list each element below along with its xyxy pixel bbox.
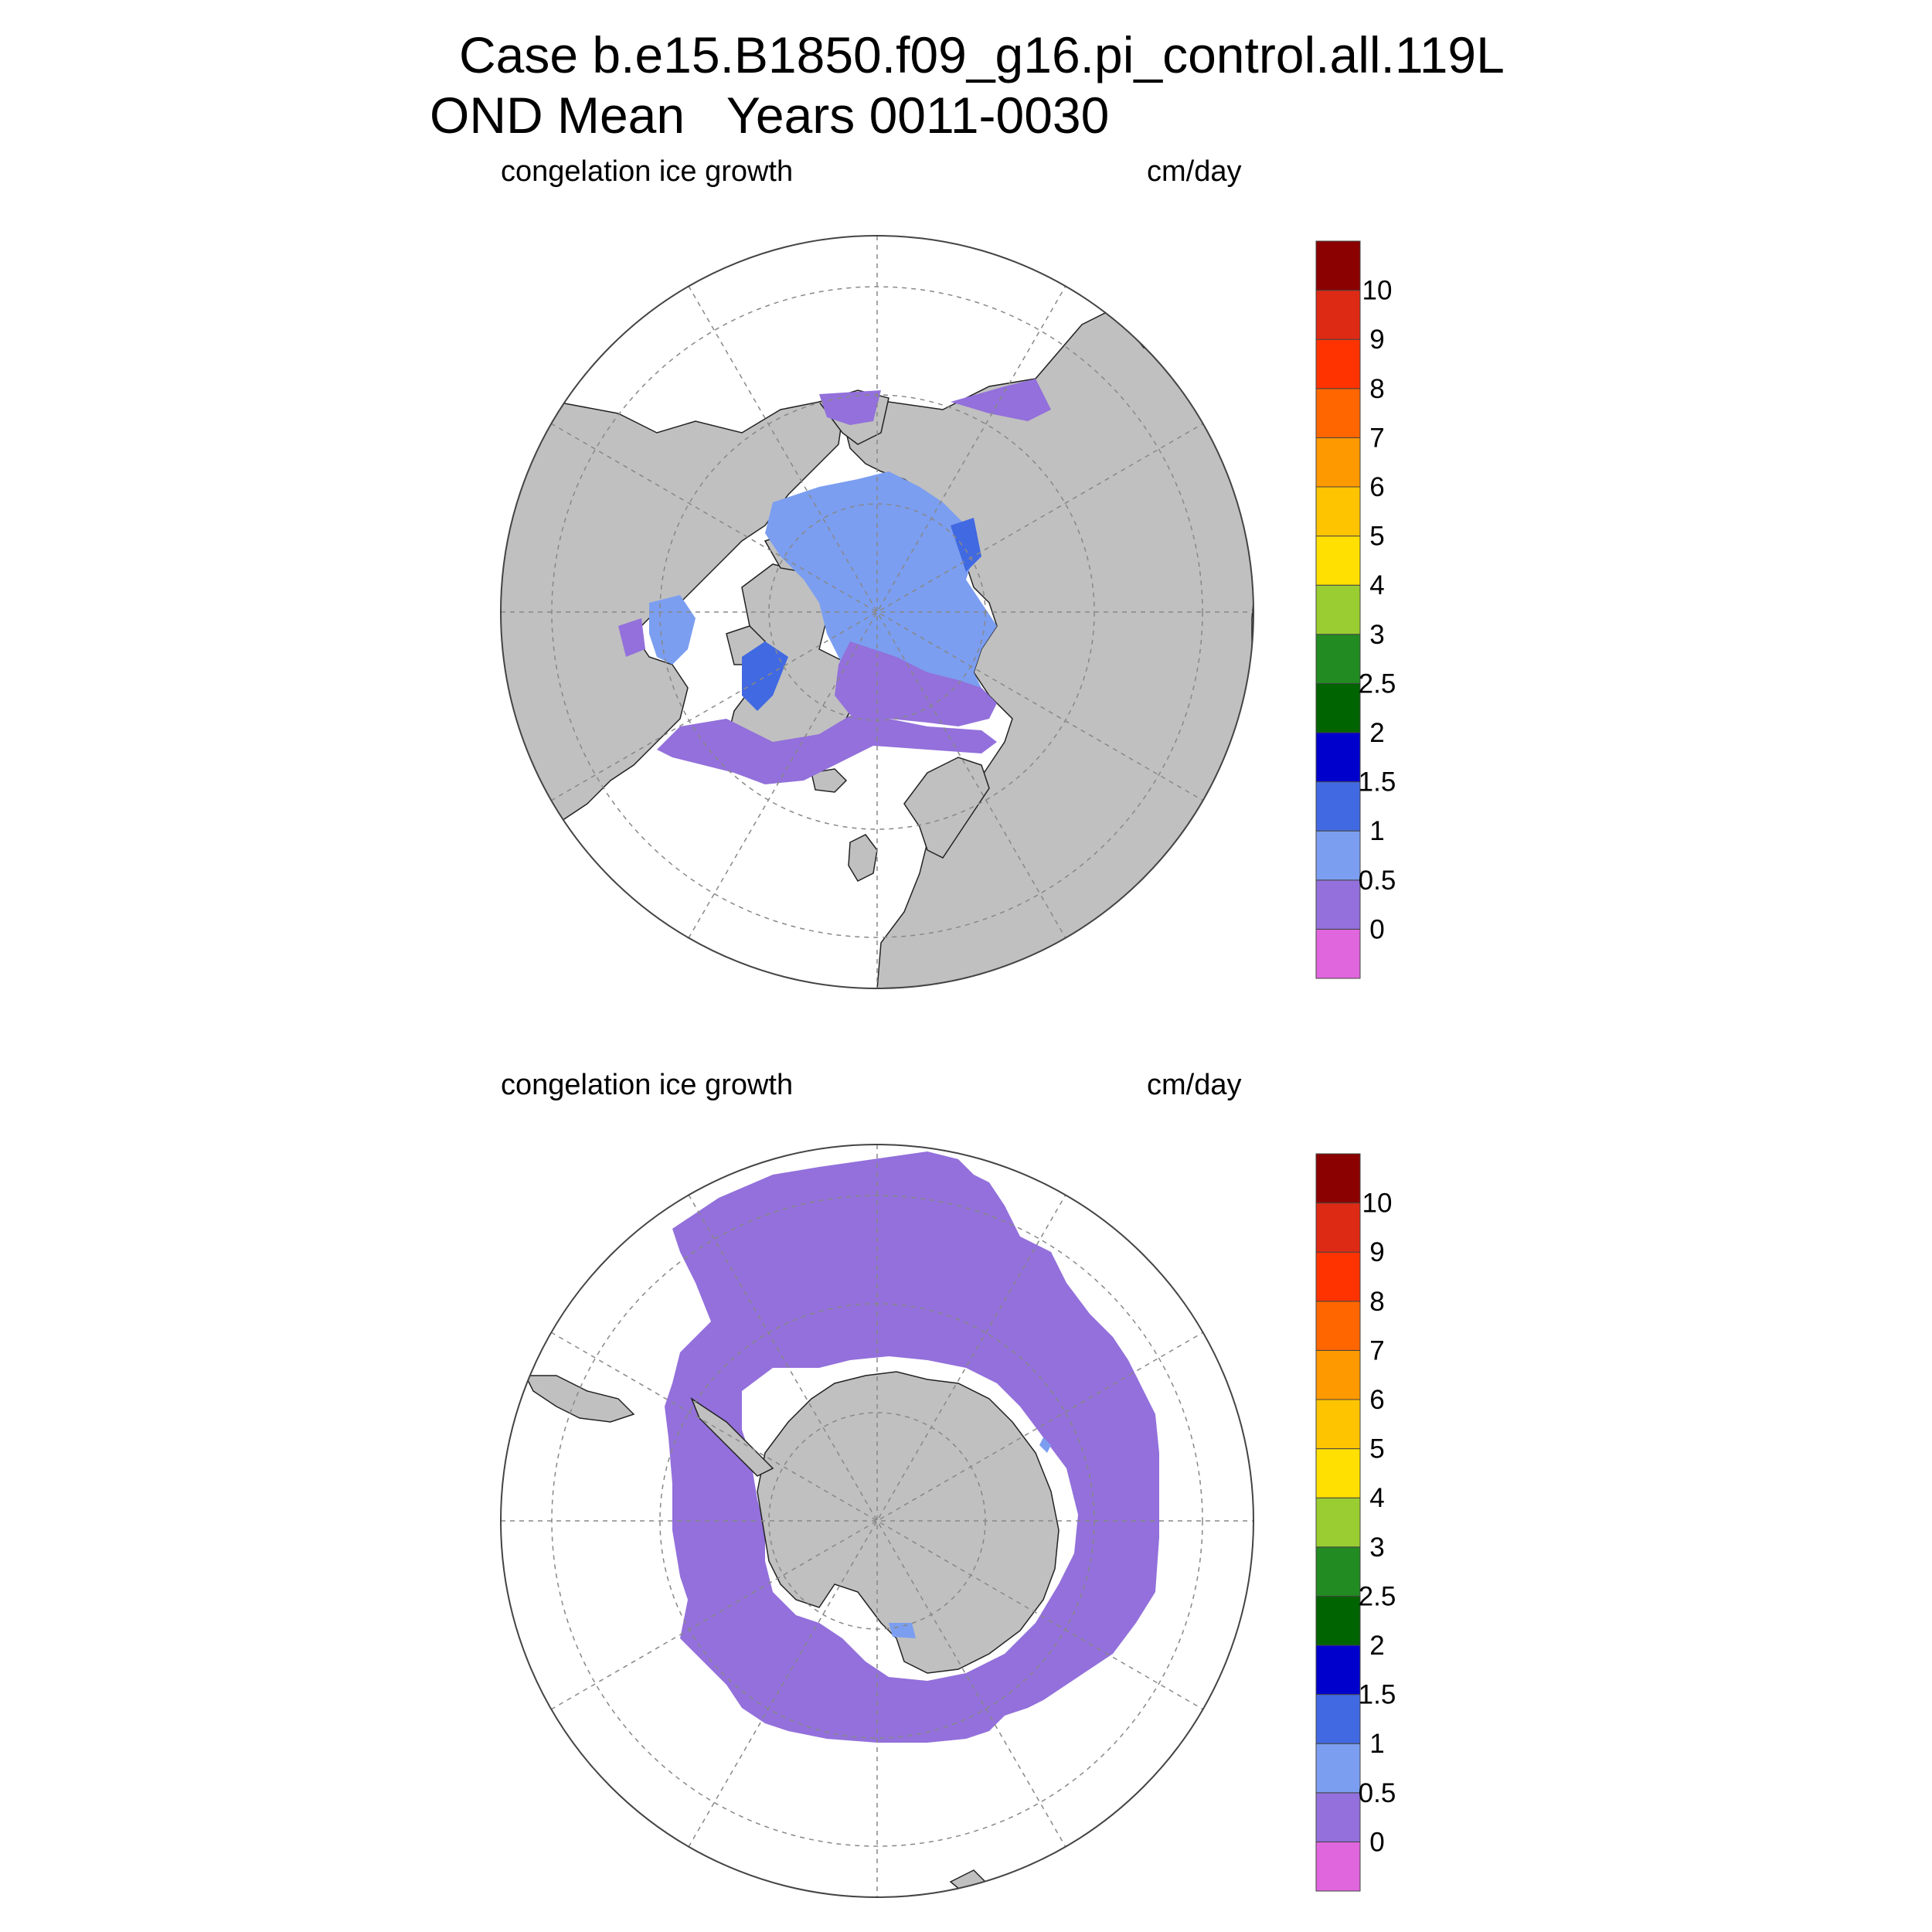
colorbar-swatch bbox=[1315, 338, 1361, 389]
colorbar-tick-label: 0 bbox=[1369, 914, 1384, 944]
antarctic-ice-patch-east bbox=[1039, 1437, 1051, 1453]
north-panel-variable-label: congelation ice growth bbox=[501, 155, 794, 188]
colorbar-tick-label: 7 bbox=[1369, 423, 1384, 453]
colorbar-north: 0 0.5 1 1.5 2 2.5 3 4 5 6 7 8 9 10 bbox=[1315, 240, 1396, 979]
colorbar-swatch bbox=[1315, 879, 1361, 930]
colorbar-tick-label: 4 bbox=[1369, 570, 1384, 600]
colorbar-swatch bbox=[1315, 732, 1361, 783]
antarctica-land bbox=[757, 1371, 1060, 1674]
antarctic-peninsula-land bbox=[690, 1397, 774, 1477]
colorbar-swatch bbox=[1315, 486, 1361, 537]
colorbar-swatch bbox=[1315, 437, 1361, 488]
colorbar-swatch bbox=[1315, 1399, 1361, 1450]
south-america-land bbox=[524, 1375, 635, 1423]
colorbar-tick-label: 2 bbox=[1369, 718, 1384, 748]
colorbar-tick-label: 10 bbox=[1362, 1189, 1393, 1219]
colorbar-swatch bbox=[1315, 634, 1361, 684]
colorbar-tick-label: 8 bbox=[1369, 1287, 1384, 1317]
north-panel-units-label: cm/day bbox=[1147, 155, 1242, 188]
antarctic-map bbox=[500, 1144, 1254, 1898]
colorbar-swatch bbox=[1315, 1743, 1361, 1794]
colorbar-tick-label: 0.5 bbox=[1359, 1778, 1396, 1808]
south-panel-variable-label: congelation ice growth bbox=[501, 1069, 794, 1101]
colorbar-tick-label: 10 bbox=[1362, 276, 1393, 306]
colorbar-swatch bbox=[1315, 240, 1361, 291]
colorbar-swatch bbox=[1315, 584, 1361, 635]
antarctic-graticule bbox=[501, 1145, 1253, 1897]
antarctic-map-border bbox=[500, 1144, 1254, 1898]
colorbar-swatch bbox=[1315, 1792, 1361, 1842]
colorbar-tick-label: 1.5 bbox=[1359, 767, 1396, 798]
figure-subtitle: OND Mean Years 0011-0030 bbox=[430, 87, 1110, 144]
colorbar-tick-label: 8 bbox=[1369, 374, 1384, 404]
arctic-map bbox=[500, 235, 1254, 989]
antarctic-ice-patch bbox=[889, 1623, 916, 1638]
colorbar-tick-label: 5 bbox=[1369, 522, 1384, 552]
colorbar-tick-label: 2 bbox=[1369, 1631, 1384, 1661]
colorbar-tick-label: 1.5 bbox=[1359, 1680, 1396, 1710]
figure-title: Case b.e15.B1850.f09_g16.pi_control.all.… bbox=[459, 26, 1505, 83]
colorbar-swatch bbox=[1315, 1546, 1361, 1597]
colorbar-swatch bbox=[1315, 1645, 1361, 1696]
colorbar-swatch bbox=[1315, 388, 1361, 438]
colorbar-swatch bbox=[1315, 290, 1361, 340]
colorbar-tick-label: 3 bbox=[1369, 620, 1384, 650]
arctic-map-border bbox=[500, 235, 1254, 989]
colorbar-tick-label: 7 bbox=[1369, 1335, 1384, 1366]
colorbar-tick-label: 0 bbox=[1369, 1827, 1384, 1857]
colorbar-swatch bbox=[1315, 1251, 1361, 1302]
colorbar-swatch bbox=[1315, 830, 1361, 881]
colorbar-tick-label: 6 bbox=[1369, 472, 1384, 502]
colorbar-tick-label: 9 bbox=[1369, 325, 1384, 355]
colorbar-swatch bbox=[1315, 1202, 1361, 1253]
colorbar-swatch bbox=[1315, 682, 1361, 733]
colorbar-swatch bbox=[1315, 1153, 1361, 1204]
colorbar-tick-label: 2.5 bbox=[1359, 1581, 1396, 1611]
colorbar-swatch bbox=[1315, 1448, 1361, 1498]
colorbar-swatch bbox=[1315, 1694, 1361, 1744]
colorbar-swatch bbox=[1315, 781, 1361, 832]
colorbar-tick-label: 4 bbox=[1369, 1483, 1384, 1513]
colorbar-tick-label: 9 bbox=[1369, 1237, 1384, 1267]
arctic-ice-field bbox=[618, 379, 1051, 784]
colorbar-swatch bbox=[1315, 1595, 1361, 1646]
colorbar-tick-label: 6 bbox=[1369, 1385, 1384, 1415]
colorbar-tick-label: 5 bbox=[1369, 1434, 1384, 1464]
south-panel-units-label: cm/day bbox=[1147, 1069, 1242, 1101]
colorbar-tick-label: 1 bbox=[1369, 1729, 1384, 1759]
colorbar-swatch bbox=[1315, 1349, 1361, 1400]
colorbar-tick-label: 0.5 bbox=[1359, 866, 1396, 896]
colorbar-tick-label: 2.5 bbox=[1359, 668, 1396, 699]
colorbar-swatch bbox=[1315, 1497, 1361, 1548]
arctic-graticule bbox=[501, 236, 1253, 988]
colorbar-south: 0 0.5 1 1.5 2 2.5 3 4 5 6 7 8 9 10 bbox=[1315, 1153, 1396, 1892]
colorbar-tick-label: 3 bbox=[1369, 1532, 1384, 1563]
colorbar-swatch bbox=[1315, 536, 1361, 586]
colorbar-swatch bbox=[1315, 1841, 1361, 1892]
colorbar-swatch bbox=[1315, 928, 1361, 979]
colorbar-tick-label: 1 bbox=[1369, 816, 1384, 846]
colorbar-swatch bbox=[1315, 1301, 1361, 1351]
